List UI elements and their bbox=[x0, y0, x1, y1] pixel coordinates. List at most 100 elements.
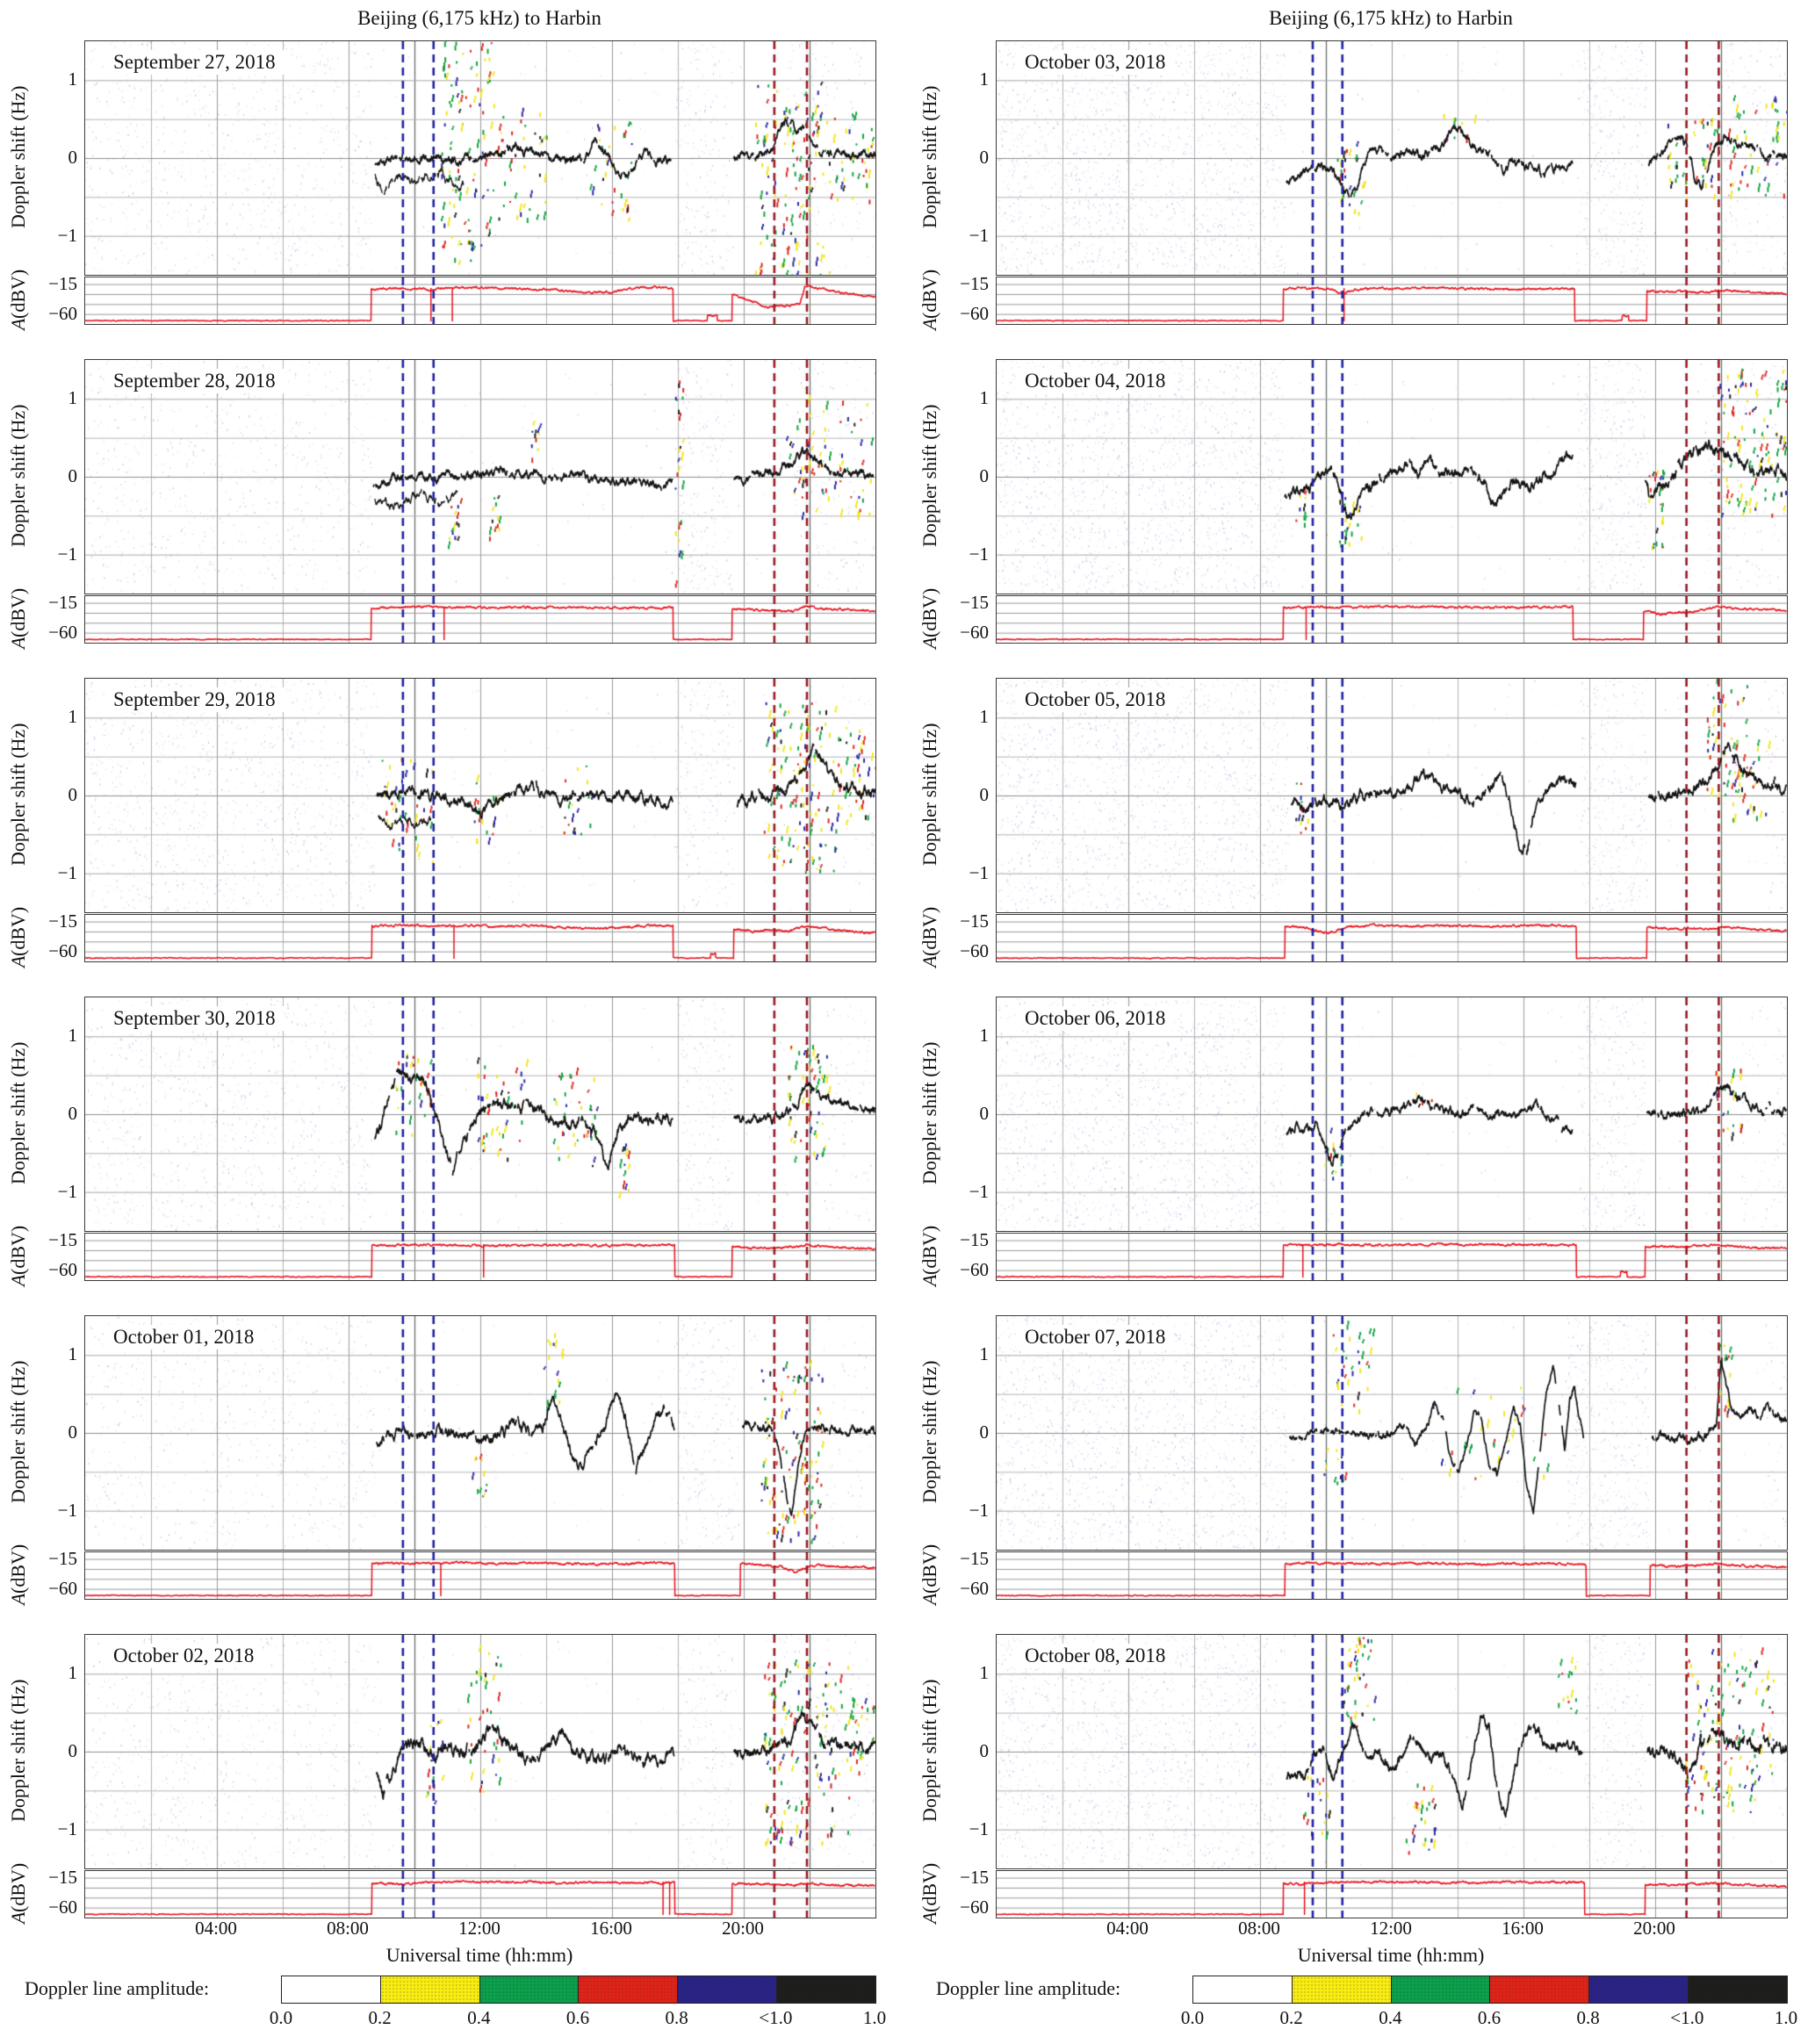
amplitude-panel bbox=[84, 914, 876, 962]
doppler-panel: October 06, 2018 bbox=[996, 997, 1788, 1232]
panel-date-label: October 01, 2018 bbox=[104, 1325, 263, 1349]
doppler-y-tick: 0 bbox=[68, 465, 78, 486]
amp-label-unit: (dBV) bbox=[918, 269, 940, 319]
doppler-y-tick: −1 bbox=[969, 1499, 989, 1521]
amplitude-canvas bbox=[85, 596, 875, 643]
amplitude-y-tick: −15 bbox=[960, 910, 989, 932]
doppler-panel: October 05, 2018 bbox=[996, 678, 1788, 913]
doppler-y-tick: 0 bbox=[68, 1740, 78, 1761]
doppler-y-tick: 1 bbox=[68, 68, 78, 90]
colorbar-tick: 0.2 bbox=[1279, 2007, 1303, 2028]
colorbar-tick: 0.4 bbox=[1379, 2007, 1402, 2028]
doppler-y-tick: 1 bbox=[979, 68, 990, 90]
doppler-y-tick: 0 bbox=[68, 784, 78, 805]
amplitude-panel bbox=[996, 1551, 1788, 1600]
doppler-y-tick: 1 bbox=[68, 1025, 78, 1047]
amplitude-canvas bbox=[85, 1234, 875, 1280]
amp-label-A: A bbox=[7, 1593, 29, 1606]
panel-date-label: September 30, 2018 bbox=[104, 1006, 284, 1031]
doppler-canvas bbox=[85, 360, 875, 594]
doppler-y-tick: 1 bbox=[68, 1662, 78, 1684]
colorbar-tick: 0.8 bbox=[1576, 2007, 1600, 2028]
doppler-canvas bbox=[85, 1316, 875, 1550]
amplitude-panel bbox=[996, 595, 1788, 644]
x-tick: 08:00 bbox=[327, 1918, 369, 1939]
amplitude-canvas bbox=[85, 915, 875, 961]
amplitude-canvas bbox=[997, 915, 1787, 961]
doppler-y-tick: 0 bbox=[979, 784, 990, 805]
doppler-y-axis-label: Doppler shift (Hz) bbox=[7, 85, 29, 229]
panel-date-label: October 02, 2018 bbox=[104, 1644, 263, 1668]
left-column: Beijing (6,175 kHz) to Harbin September … bbox=[0, 0, 907, 2044]
column-title: Beijing (6,175 kHz) to Harbin bbox=[357, 7, 601, 29]
doppler-y-axis-label: Doppler shift (Hz) bbox=[7, 723, 29, 867]
doppler-y-axis-label: Doppler shift (Hz) bbox=[918, 723, 940, 867]
doppler-y-tick: 1 bbox=[979, 1662, 990, 1684]
doppler-panel: October 02, 2018 bbox=[84, 1634, 876, 1869]
amplitude-canvas bbox=[85, 1871, 875, 1918]
doppler-y-tick: −1 bbox=[57, 224, 77, 246]
amplitude-canvas bbox=[997, 596, 1787, 643]
doppler-y-tick: 1 bbox=[979, 1343, 990, 1365]
colorbar-tick: 1.0 bbox=[1774, 2007, 1798, 2028]
doppler-y-tick: 0 bbox=[979, 1740, 990, 1761]
amplitude-y-tick: −60 bbox=[960, 302, 989, 324]
x-tick: 20:00 bbox=[722, 1918, 764, 1939]
amplitude-y-tick: −60 bbox=[960, 939, 989, 961]
doppler-y-tick: −1 bbox=[57, 1817, 77, 1839]
amp-label-unit: (dBV) bbox=[7, 1544, 29, 1594]
doppler-y-tick: 0 bbox=[979, 1103, 990, 1124]
amplitude-y-tick: −60 bbox=[48, 1577, 77, 1599]
amp-label-unit: (dBV) bbox=[7, 269, 29, 319]
amp-label-unit: (dBV) bbox=[918, 1862, 940, 1912]
doppler-panel: October 08, 2018 bbox=[996, 1634, 1788, 1869]
doppler-y-tick: 1 bbox=[979, 706, 990, 728]
doppler-y-axis-label: Doppler shift (Hz) bbox=[7, 404, 29, 548]
right-column: Beijing (6,175 kHz) to Harbin October 03… bbox=[911, 0, 1815, 2044]
amplitude-y-tick: −15 bbox=[48, 910, 77, 932]
doppler-panel: September 29, 2018 bbox=[84, 678, 876, 913]
panel-date-label: October 06, 2018 bbox=[1016, 1006, 1175, 1031]
doppler-canvas bbox=[997, 679, 1787, 912]
column-title: Beijing (6,175 kHz) to Harbin bbox=[1269, 7, 1513, 29]
amplitude-y-tick: −15 bbox=[48, 1866, 77, 1888]
colorbar-label: Doppler line amplitude: bbox=[25, 1977, 210, 1999]
doppler-y-axis-label: Doppler shift (Hz) bbox=[918, 404, 940, 548]
doppler-canvas bbox=[997, 41, 1787, 275]
doppler-y-axis-label: Doppler shift (Hz) bbox=[918, 1360, 940, 1504]
amplitude-y-axis-label: A (dBV) bbox=[917, 891, 943, 983]
x-tick: 04:00 bbox=[195, 1918, 237, 1939]
doppler-y-tick: −1 bbox=[57, 543, 77, 565]
panel-date-label: September 29, 2018 bbox=[104, 687, 284, 712]
colorbar-segment bbox=[1490, 1976, 1590, 2003]
amp-label-A: A bbox=[7, 955, 29, 968]
amplitude-y-axis-label: A (dBV) bbox=[917, 1529, 943, 1621]
x-tick: 08:00 bbox=[1238, 1918, 1280, 1939]
doppler-panel: September 28, 2018 bbox=[84, 359, 876, 594]
amp-label-A: A bbox=[7, 1274, 29, 1287]
x-tick: 12:00 bbox=[458, 1918, 501, 1939]
doppler-y-tick: 1 bbox=[979, 1025, 990, 1047]
doppler-panel: September 27, 2018 bbox=[84, 40, 876, 276]
colorbar bbox=[1192, 1976, 1788, 2004]
amplitude-y-tick: −60 bbox=[960, 1577, 989, 1599]
doppler-canvas bbox=[997, 1316, 1787, 1550]
doppler-panel: October 01, 2018 bbox=[84, 1315, 876, 1551]
amp-label-unit: (dBV) bbox=[7, 1862, 29, 1912]
amplitude-y-axis-label: A (dBV) bbox=[5, 572, 32, 665]
amplitude-y-tick: −15 bbox=[960, 1866, 989, 1888]
amplitude-y-axis-label: A (dBV) bbox=[917, 1210, 943, 1302]
amplitude-y-axis-label: A (dBV) bbox=[5, 891, 32, 983]
panel-date-label: October 07, 2018 bbox=[1016, 1325, 1175, 1349]
doppler-y-tick: 0 bbox=[979, 465, 990, 486]
amp-label-A: A bbox=[918, 318, 940, 331]
amplitude-canvas bbox=[85, 1552, 875, 1599]
colorbar-segment bbox=[1589, 1976, 1689, 2003]
x-tick: 12:00 bbox=[1370, 1918, 1412, 1939]
doppler-y-tick: −1 bbox=[969, 1180, 989, 1202]
amp-label-A: A bbox=[918, 1911, 940, 1925]
colorbar-segment bbox=[579, 1976, 679, 2003]
amp-label-unit: (dBV) bbox=[918, 906, 940, 956]
amp-label-A: A bbox=[918, 955, 940, 968]
doppler-y-tick: 1 bbox=[979, 387, 990, 409]
